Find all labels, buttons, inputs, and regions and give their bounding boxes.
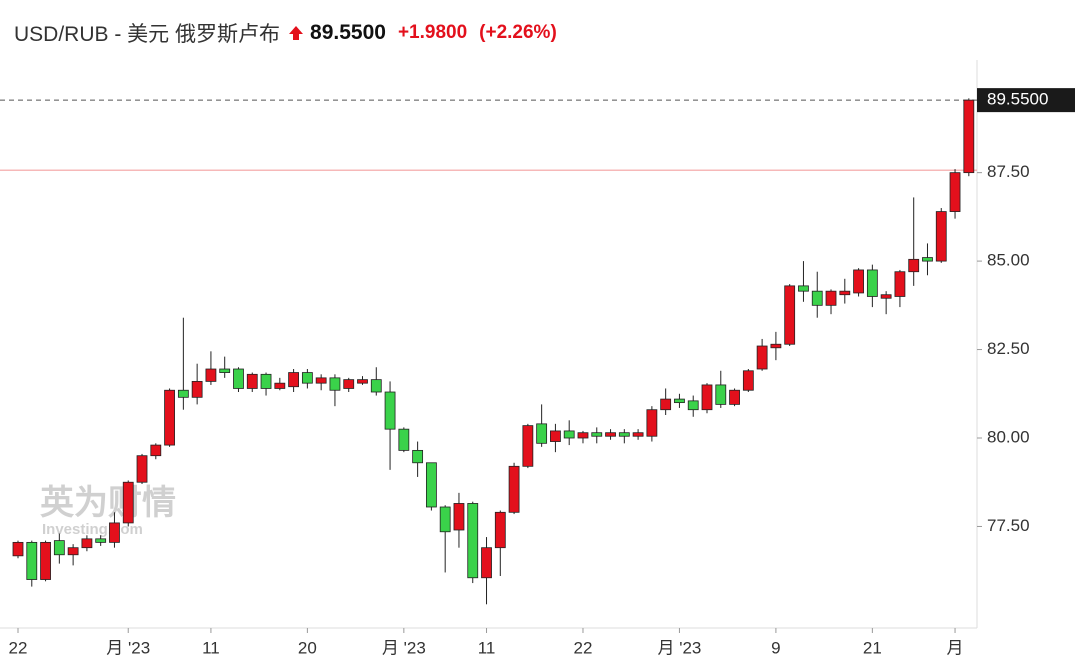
watermark: 英为财情 bbox=[40, 484, 176, 522]
candle-body bbox=[26, 541, 38, 580]
candle-body bbox=[357, 379, 368, 384]
title: USD/RUB - 美元 俄罗斯卢布 bbox=[14, 23, 281, 46]
x-tick-label: 月 '23 bbox=[106, 638, 150, 657]
candle-body bbox=[880, 294, 892, 299]
candle-body bbox=[866, 269, 878, 297]
candle-body bbox=[343, 379, 355, 389]
candle-body bbox=[164, 389, 175, 446]
candle-body bbox=[219, 368, 231, 373]
y-tick-label: 87.50 bbox=[987, 162, 1030, 181]
change: +1.9800 bbox=[397, 22, 468, 43]
watermark: Investing.com bbox=[42, 521, 143, 538]
candle-body bbox=[205, 368, 217, 382]
candle-body bbox=[246, 373, 258, 389]
candle-body bbox=[798, 285, 809, 292]
candle-body bbox=[425, 462, 437, 508]
candle-body bbox=[260, 373, 272, 389]
x-tick-label: 月 bbox=[947, 638, 964, 657]
candle-body bbox=[53, 540, 65, 556]
candle-body bbox=[412, 449, 424, 464]
candle-body bbox=[687, 400, 699, 411]
candle-body bbox=[577, 432, 589, 439]
x-tick-label: 月 '23 bbox=[657, 638, 701, 657]
candle-body bbox=[191, 380, 203, 398]
x-tick-label: 月 '23 bbox=[382, 638, 426, 657]
candle-body bbox=[453, 503, 465, 531]
candle-body bbox=[729, 389, 740, 405]
candle-body bbox=[825, 290, 837, 306]
candle-body bbox=[949, 172, 961, 212]
up-arrow bbox=[289, 26, 304, 40]
candle-body bbox=[632, 432, 644, 437]
candle-body bbox=[233, 368, 244, 389]
candle-body bbox=[811, 290, 823, 306]
candle-body bbox=[12, 541, 24, 557]
candle-body bbox=[618, 432, 630, 437]
candle-body bbox=[853, 269, 864, 294]
candle-body bbox=[67, 547, 79, 556]
candle-body bbox=[274, 382, 286, 389]
candle-body bbox=[95, 538, 107, 543]
y-tick-label: 80.00 bbox=[987, 427, 1030, 446]
candle-body bbox=[646, 409, 658, 437]
last-price-label: 89.5500 bbox=[987, 90, 1048, 109]
candle-body bbox=[150, 444, 162, 457]
candle-body bbox=[301, 372, 313, 384]
candle-body bbox=[591, 432, 603, 437]
y-tick-label: 82.50 bbox=[987, 339, 1030, 358]
candle-body bbox=[894, 271, 906, 297]
candle-body bbox=[770, 343, 782, 349]
candle-body bbox=[315, 377, 327, 384]
candle-body bbox=[784, 285, 796, 345]
candle-body bbox=[288, 372, 300, 388]
y-tick-label: 85.00 bbox=[987, 251, 1030, 270]
candle-body bbox=[742, 370, 754, 391]
candle-body bbox=[922, 257, 933, 262]
candle-body bbox=[384, 391, 396, 430]
candle-body bbox=[522, 425, 534, 467]
candle-body bbox=[963, 99, 975, 174]
candle-body bbox=[494, 511, 506, 549]
candle-body bbox=[109, 522, 120, 543]
candle-body bbox=[508, 465, 520, 513]
candle-body bbox=[660, 398, 672, 411]
last-price-box bbox=[977, 88, 1075, 113]
x-tick-label: 20 bbox=[298, 638, 317, 657]
header: USD/RUB - 美元 俄罗斯卢布 89.5500 +1.9800 (+2.2… bbox=[14, 18, 557, 48]
candle-body bbox=[398, 428, 410, 451]
candle-body bbox=[935, 211, 947, 262]
price: 89.5500 bbox=[310, 21, 386, 44]
change-pct: (+2.26%) bbox=[479, 22, 557, 43]
candle-body bbox=[715, 384, 727, 405]
candle-body bbox=[839, 290, 851, 296]
candle-body bbox=[550, 430, 561, 442]
candle-body bbox=[136, 455, 148, 483]
x-tick-label: 22 bbox=[9, 638, 28, 657]
candle-body bbox=[701, 384, 713, 411]
candle-body bbox=[177, 389, 189, 398]
candle-body bbox=[674, 398, 685, 404]
candle-body bbox=[605, 432, 616, 437]
candle-body bbox=[329, 377, 341, 391]
candle-body bbox=[467, 503, 479, 579]
candle-body bbox=[40, 541, 51, 580]
candle-body bbox=[439, 506, 451, 533]
candle-body bbox=[908, 258, 920, 273]
candle-body bbox=[563, 430, 575, 439]
x-tick-label: 21 bbox=[863, 638, 882, 657]
candle-body bbox=[81, 538, 93, 549]
candle-body bbox=[756, 345, 768, 370]
x-tick-label: 11 bbox=[478, 638, 496, 657]
x-tick-label: 9 bbox=[771, 638, 780, 657]
candle-body bbox=[370, 379, 382, 393]
x-tick-label: 22 bbox=[574, 638, 593, 657]
x-tick-label: 11 bbox=[202, 638, 220, 657]
candle-body bbox=[536, 423, 548, 444]
candle-body bbox=[122, 481, 134, 524]
candle-body bbox=[481, 547, 492, 579]
y-tick-label: 77.50 bbox=[987, 516, 1030, 535]
